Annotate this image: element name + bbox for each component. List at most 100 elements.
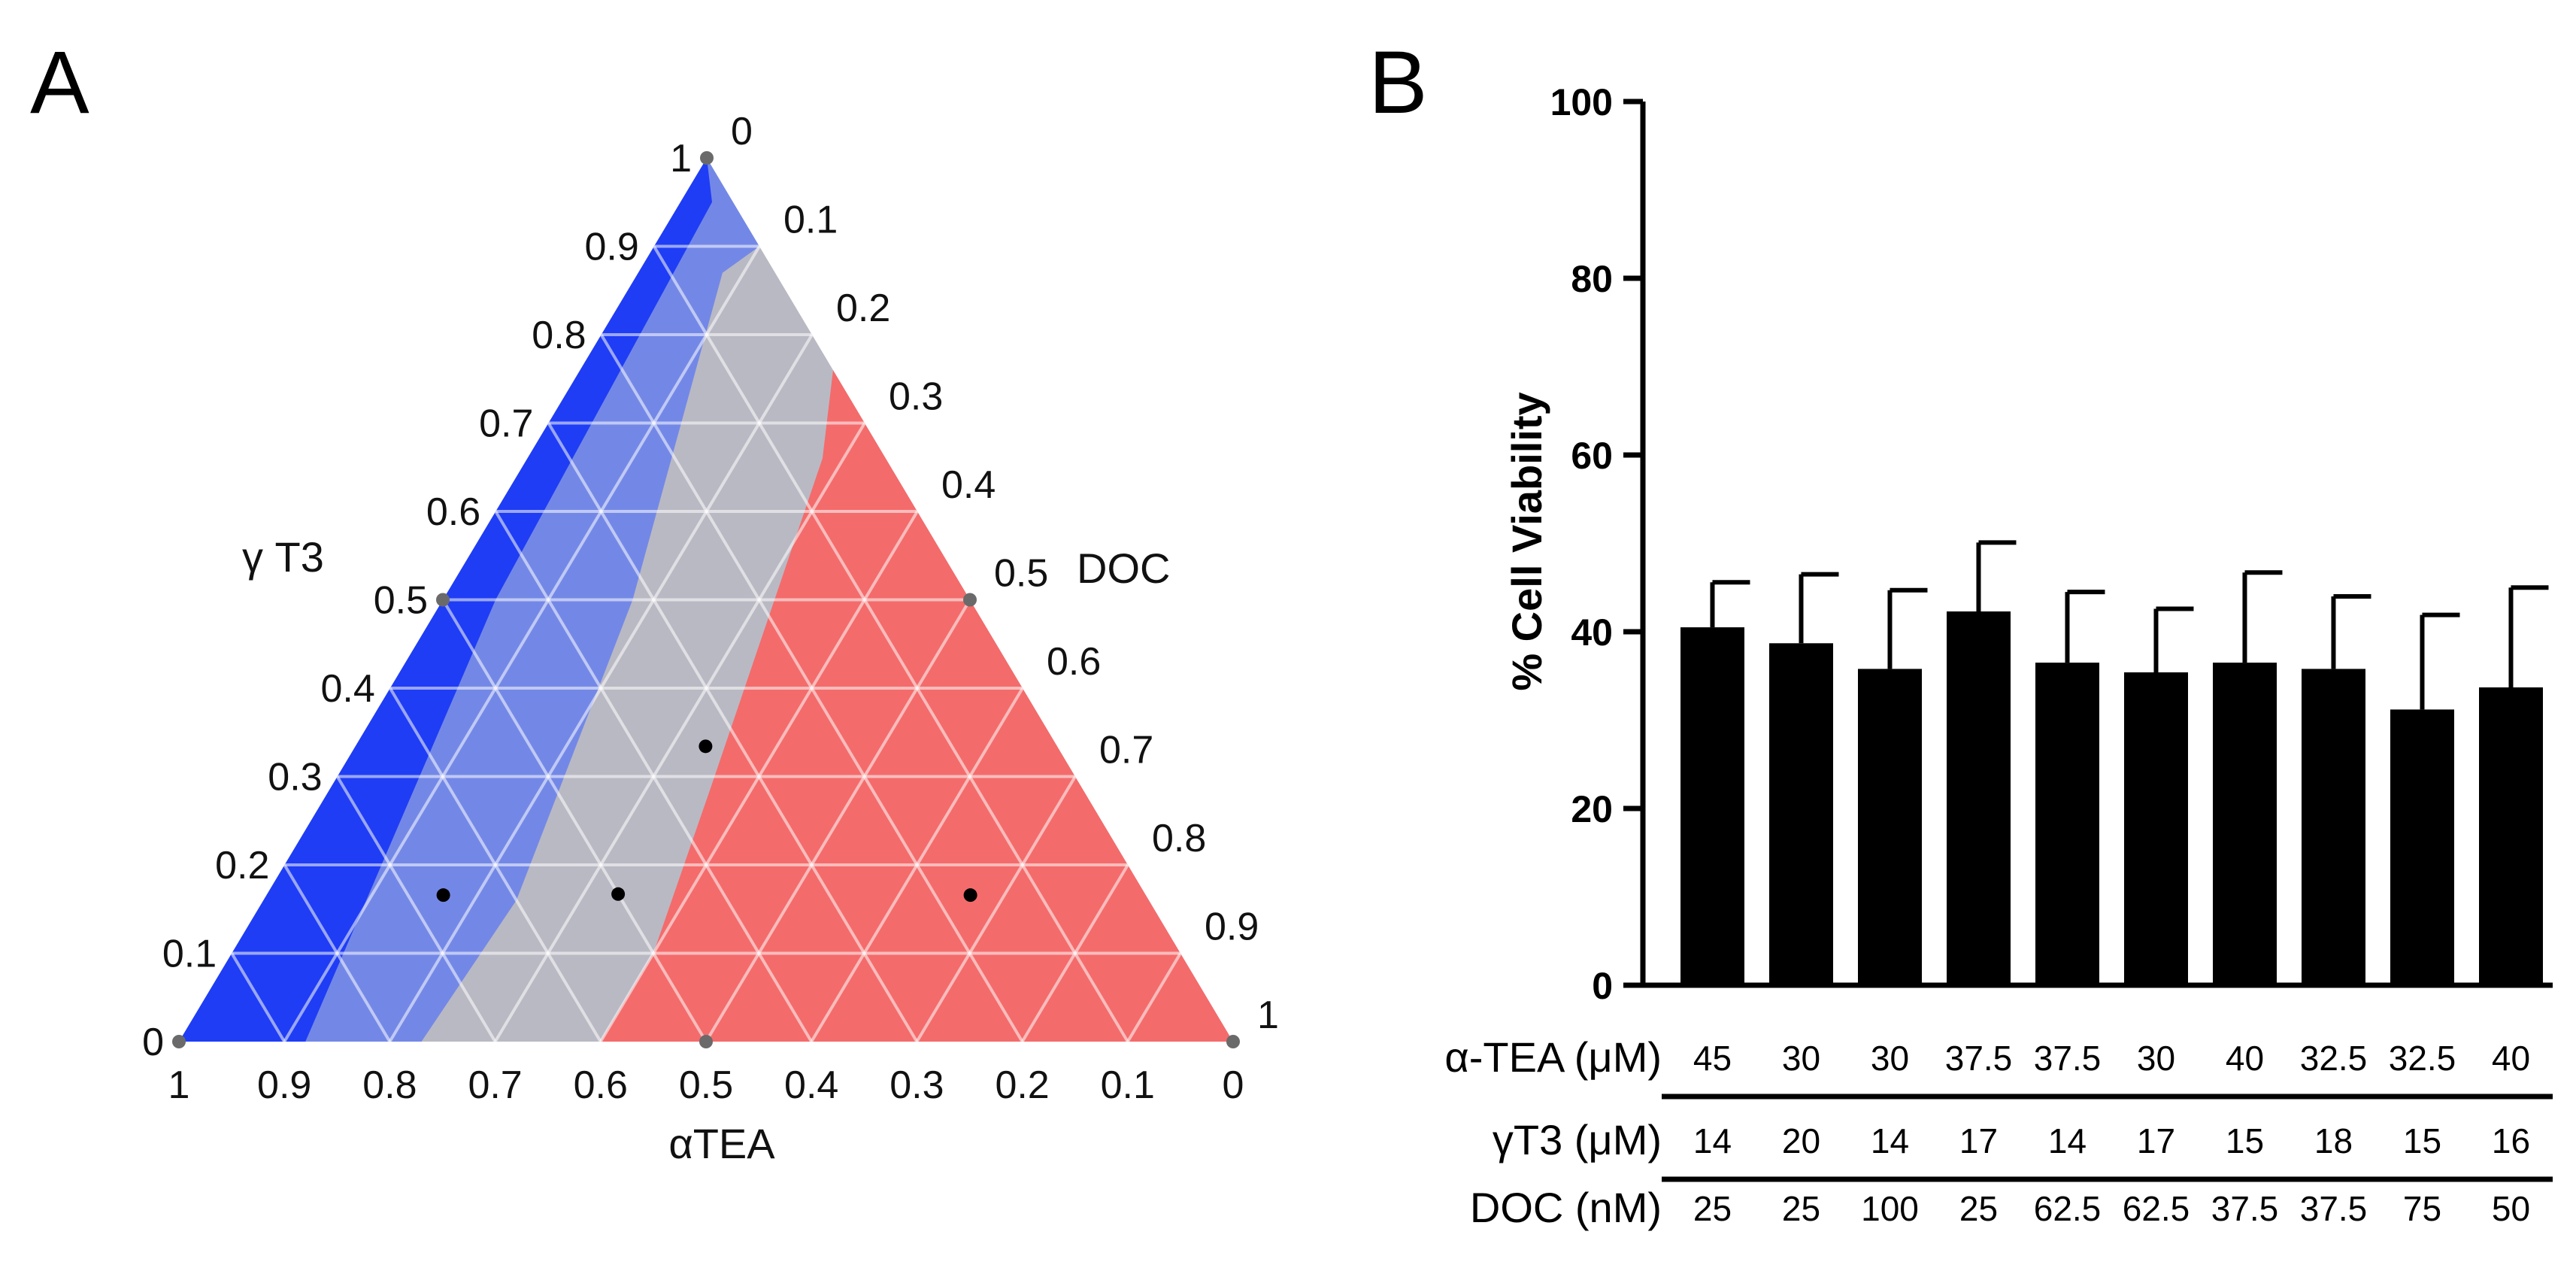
- tick-label-left: 0.7: [479, 402, 533, 446]
- tick-label-left: 0.8: [532, 314, 586, 357]
- table-cell: 17: [1959, 1121, 1998, 1160]
- bar: [1947, 611, 2011, 985]
- ternary-data-point: [699, 739, 713, 754]
- bar-chart-error-bars: [1710, 540, 2549, 710]
- table-cell: 37.5: [2034, 1039, 2102, 1078]
- table-row-label: α-TEA (μM): [1444, 1033, 1662, 1081]
- y-tick-label: 20: [1571, 788, 1613, 830]
- table-cell: 45: [1693, 1039, 1732, 1078]
- ternary-markers: [172, 151, 1240, 1048]
- tick-label-right: 0.3: [889, 375, 943, 419]
- tick-label-right: 0.7: [1099, 729, 1153, 772]
- tick-label-right: 0.8: [1152, 817, 1206, 860]
- bar-chart-bars: [1680, 611, 2543, 985]
- table-cell: 100: [1861, 1189, 1919, 1228]
- bar: [2035, 663, 2099, 985]
- ternary-data-point: [963, 888, 977, 902]
- table-cell: 25: [1693, 1189, 1732, 1228]
- tick-label-bottom: 0.1: [1101, 1063, 1155, 1107]
- ternary-grid-line: [1126, 952, 1182, 1042]
- region-red: [600, 370, 1233, 1042]
- tick-label-right: 0.1: [783, 199, 838, 242]
- tick-label-right: 0.2: [836, 287, 890, 330]
- ternary-vertex-marker: [963, 593, 977, 607]
- table-cell: 16: [2492, 1121, 2530, 1160]
- table-cell: 40: [2226, 1039, 2264, 1078]
- table-cell: 62.5: [2034, 1189, 2102, 1228]
- tick-label-bottom: 0.6: [574, 1063, 628, 1107]
- tick-label-bottom: 0: [1223, 1063, 1244, 1107]
- ternary-grid-line: [810, 687, 1024, 1042]
- table-cell: 40: [2492, 1039, 2530, 1078]
- bar: [2302, 669, 2365, 985]
- table-row-label: γT3 (μM): [1493, 1116, 1662, 1163]
- ternary-grid: [230, 244, 1182, 1042]
- tick-label-bottom: 0.8: [362, 1063, 417, 1107]
- table-cell: 15: [2403, 1121, 2441, 1160]
- table-cell: 14: [1871, 1121, 1909, 1160]
- tick-label-bottom: 0.3: [889, 1063, 944, 1107]
- y-axis-label: % Cell Viability: [1503, 392, 1550, 690]
- tick-label-left: 0.3: [268, 756, 322, 799]
- tick-label-bottom: 0.9: [257, 1063, 311, 1107]
- y-tick-label: 40: [1571, 611, 1613, 654]
- ternary-grid-line: [230, 952, 286, 1042]
- tick-label-left: 0.5: [374, 579, 428, 623]
- y-tick-label: 0: [1592, 965, 1613, 1007]
- table-cell: 30: [1871, 1039, 1909, 1078]
- table-cell: 30: [2137, 1039, 2175, 1078]
- tick-label-bottom: 0.2: [995, 1063, 1049, 1107]
- table-cell: 32.5: [2300, 1039, 2368, 1078]
- ternary-grid-line: [283, 863, 392, 1042]
- panel-label-b: B: [1368, 33, 1428, 132]
- ternary-grid-line: [389, 687, 602, 1042]
- ternary-grid-line: [335, 775, 497, 1042]
- tick-label-right: 0.6: [1047, 640, 1101, 684]
- axis-label-doc: DOC: [1077, 545, 1170, 592]
- table-cell: 32.5: [2389, 1039, 2456, 1078]
- table-cell: 25: [1782, 1189, 1820, 1228]
- tick-label-bottom: 0.4: [784, 1063, 838, 1107]
- tick-label-left: 0.1: [162, 933, 217, 976]
- table-cell: 37.5: [2211, 1189, 2279, 1228]
- axis-label-gt3: γ T3: [242, 533, 324, 581]
- table-cell: 20: [1782, 1121, 1820, 1160]
- y-tick-label: 60: [1571, 435, 1613, 477]
- bar: [2479, 687, 2543, 985]
- ternary-plot: 0010.10.10.90.20.20.80.30.30.70.40.40.60…: [142, 110, 1279, 1167]
- table-cell: 25: [1959, 1189, 1998, 1228]
- bar: [1858, 669, 1922, 985]
- bar-chart: 0 20 40 60 80 100 α-TEA (μM) 45 30 30 37.5 37.5 30 4…: [1444, 81, 2553, 1231]
- table-cell: 14: [1693, 1121, 1732, 1160]
- ternary-grid-line: [653, 245, 1129, 1042]
- bar: [2390, 709, 2454, 985]
- table-row-label: DOC (nM): [1470, 1184, 1662, 1231]
- tick-label-right: 0.4: [941, 463, 996, 507]
- tick-label-left: 0.2: [215, 844, 269, 887]
- ternary-vertex-marker: [1226, 1035, 1240, 1048]
- ternary-vertex-marker: [436, 593, 450, 607]
- table-cell: 37.5: [2300, 1189, 2368, 1228]
- table-cell: 15: [2226, 1121, 2264, 1160]
- bar: [2213, 663, 2277, 985]
- panel-label-a: A: [30, 33, 89, 132]
- tick-label-bottom: 0.7: [468, 1063, 522, 1107]
- tick-label-right: 0.9: [1205, 905, 1259, 949]
- table-cell: 17: [2137, 1121, 2175, 1160]
- ternary-vertex-marker: [172, 1035, 186, 1048]
- tick-label-right: 0.5: [994, 552, 1048, 596]
- ternary-data-point: [436, 888, 450, 902]
- tick-label-left: 0.9: [585, 226, 639, 269]
- tick-label-left: 0.4: [321, 667, 375, 711]
- table-cell: 75: [2403, 1189, 2441, 1228]
- table-cell: 50: [2492, 1189, 2530, 1228]
- ternary-grid-line: [441, 599, 708, 1042]
- tick-label-bottom: 0.5: [679, 1063, 733, 1107]
- table-cell: 14: [2048, 1121, 2087, 1160]
- ternary-grid-line: [493, 422, 866, 1042]
- ternary-grid-line: [1020, 863, 1129, 1042]
- table-cell: 37.5: [1945, 1039, 2013, 1078]
- table-cell: 30: [1782, 1039, 1820, 1078]
- ternary-grid-line: [283, 245, 761, 1042]
